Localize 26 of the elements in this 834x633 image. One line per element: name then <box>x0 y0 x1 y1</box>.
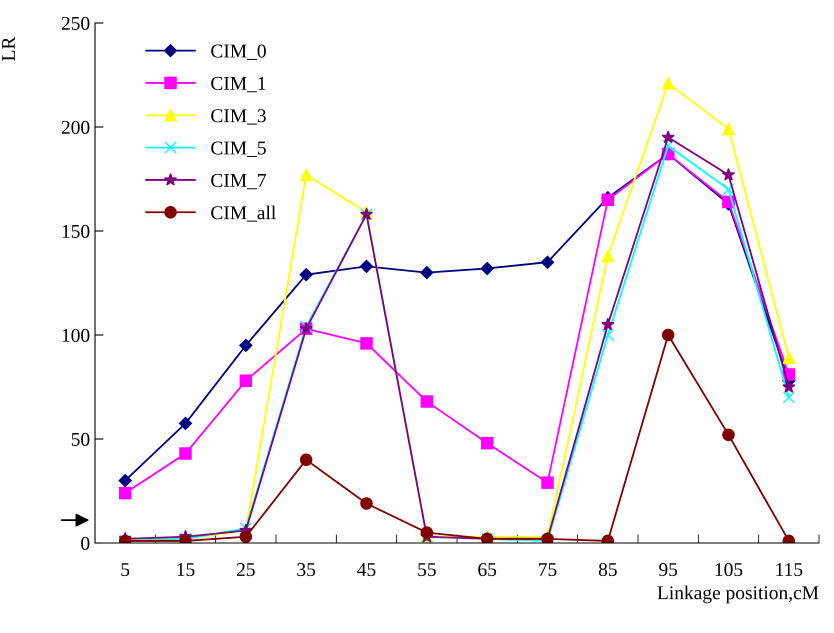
y-axis-title: LR <box>2 36 15 61</box>
x-tick-label: 75 <box>539 563 556 576</box>
y-tick-label: 0 <box>81 536 90 550</box>
x-tick-label: 25 <box>236 563 255 576</box>
legend-label: CIM_5 <box>211 142 266 157</box>
legend-label: CIM_7 <box>211 174 266 190</box>
y-tick-label: 200 <box>62 120 90 134</box>
legend-label: CIM_1 <box>211 76 266 92</box>
legend-label: CIM_0 <box>211 44 266 60</box>
y-tick-label: 250 <box>62 16 90 30</box>
x-tick-label: 55 <box>418 563 436 576</box>
y-tick-label: 150 <box>62 224 90 238</box>
x-tick-label: 65 <box>478 563 496 576</box>
x-tick-label: 85 <box>598 563 617 576</box>
x-axis-title: Linkage position,cM <box>658 586 818 604</box>
legend-label: CIM_all <box>211 206 276 222</box>
x-tick-label: 105 <box>716 563 742 576</box>
y-tick-label: 100 <box>62 328 90 342</box>
x-tick-label: 15 <box>177 563 194 576</box>
x-tick-label: 45 <box>357 563 376 576</box>
x-tick-label: 95 <box>659 563 678 576</box>
x-tick-label: 35 <box>297 563 316 576</box>
legend-label: CIM_3 <box>211 109 266 125</box>
y-tick-label: 50 <box>72 432 90 446</box>
x-tick-label: 115 <box>776 563 802 576</box>
x-tick-label: 5 <box>121 563 130 576</box>
